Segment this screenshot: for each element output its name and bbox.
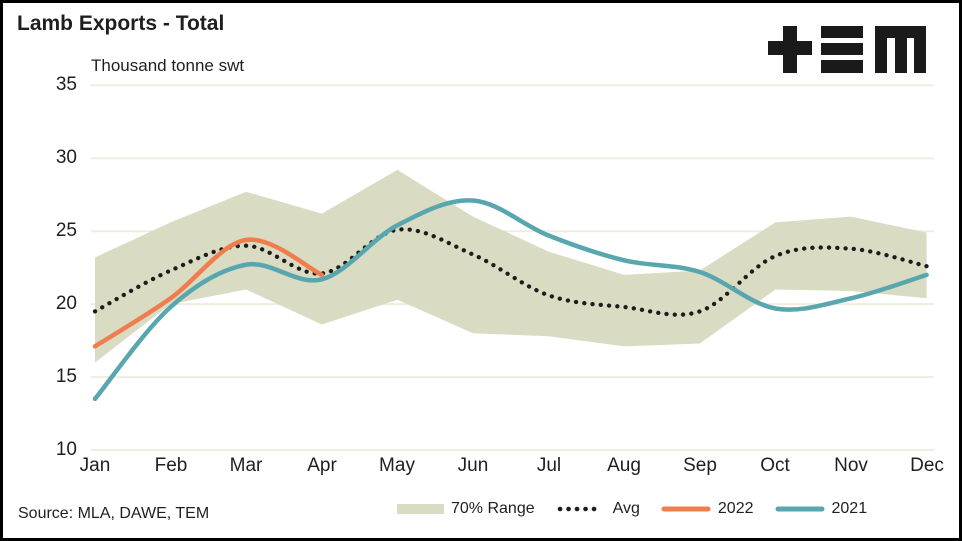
- x-tick-mar: Mar: [229, 455, 263, 476]
- x-tick-nov: Nov: [834, 455, 868, 476]
- x-tick-sep: Sep: [683, 455, 717, 476]
- x-tick-apr: Apr: [307, 455, 337, 476]
- legend: 70% Range Avg 2022 2021: [397, 500, 867, 518]
- y-tick-10: 10: [55, 439, 77, 460]
- x-tick-jun: Jun: [457, 455, 489, 476]
- source-note: Source: MLA, DAWE, TEM: [18, 505, 210, 522]
- x-tick-aug: Aug: [607, 455, 641, 476]
- plot-svg: [91, 84, 934, 451]
- legend-item-2022: 2022: [661, 500, 754, 518]
- x-tick-may: May: [379, 455, 415, 476]
- range-swatch: [397, 504, 444, 514]
- series-2021-swatch: [775, 506, 824, 512]
- legend-item-range: 70% Range: [397, 500, 535, 518]
- x-tick-oct: Oct: [760, 455, 790, 476]
- y-tick-15: 15: [55, 366, 77, 387]
- legend-item-2021: 2021: [775, 500, 868, 518]
- series-2022-swatch: [661, 506, 711, 512]
- series-2021-line: [92, 198, 929, 402]
- y-tick-20: 20: [55, 293, 77, 314]
- y-tick-25: 25: [55, 220, 77, 241]
- avg-swatch: [557, 506, 604, 512]
- range-band: [95, 169, 927, 363]
- legend-label-avg: Avg: [612, 500, 640, 517]
- y-tick-30: 30: [55, 147, 77, 168]
- legend-label-2022: 2022: [717, 500, 754, 517]
- y-tick-35: 35: [55, 74, 77, 95]
- tem-logo-glyphs: [768, 26, 926, 73]
- x-tick-jan: Jan: [79, 455, 111, 476]
- x-tick-dec: Dec: [910, 455, 944, 476]
- x-tick-feb: Feb: [154, 455, 188, 476]
- legend-label-2021: 2021: [831, 500, 868, 517]
- series-2022-line: [92, 237, 325, 349]
- legend-label-range: 70% Range: [451, 500, 535, 517]
- y-axis-unit-label: Thousand tonne swt: [91, 56, 245, 75]
- legend-item-avg: Avg: [556, 500, 640, 518]
- x-tick-jul: Jul: [536, 455, 562, 476]
- chart-title: Lamb Exports - Total: [17, 12, 225, 35]
- tem-logo: [768, 26, 926, 73]
